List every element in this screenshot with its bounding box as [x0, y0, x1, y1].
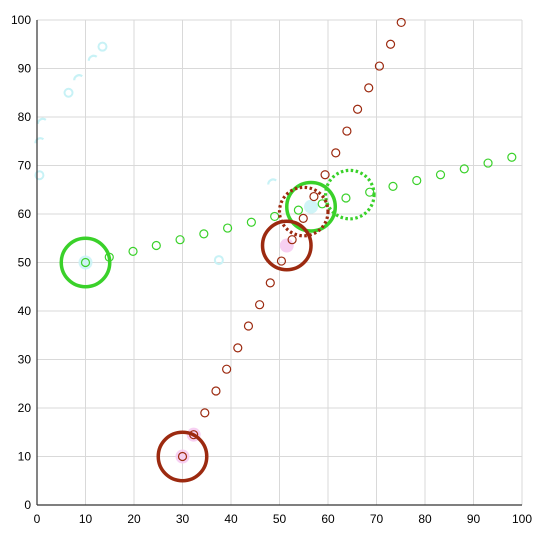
series-green — [80, 152, 517, 268]
faint-arc — [267, 178, 277, 185]
data-point-red — [177, 451, 188, 462]
data-point-green — [435, 170, 446, 180]
faint-arc — [34, 137, 45, 144]
data-point-green — [128, 246, 138, 256]
data-point-red — [342, 126, 352, 136]
data-point-red — [320, 170, 330, 180]
highlight-circle-green-solid — [59, 236, 112, 289]
x-tick-label: 50 — [273, 512, 287, 526]
y-tick-label: 50 — [18, 256, 32, 270]
data-point-green — [293, 205, 304, 215]
series-red — [177, 17, 406, 462]
faint-glow — [279, 238, 294, 253]
data-point-red — [200, 408, 210, 418]
data-point-green — [175, 235, 185, 245]
data-point-red — [364, 83, 374, 93]
data-point-green — [412, 175, 422, 186]
y-tick-label: 10 — [18, 450, 32, 464]
data-point-red — [276, 256, 287, 266]
data-point-red — [287, 235, 297, 245]
data-point-green — [388, 181, 398, 191]
data-point-green — [459, 164, 469, 174]
x-tick-label: 60 — [321, 512, 335, 526]
y-tick-label: 20 — [18, 401, 32, 415]
x-tick-label: 80 — [418, 512, 432, 526]
data-point-green — [341, 193, 351, 203]
x-tick-label: 10 — [79, 512, 93, 526]
x-tick-label: 70 — [370, 512, 384, 526]
data-point-green — [365, 187, 375, 197]
series-layer — [80, 17, 517, 462]
y-tick-label: 60 — [18, 207, 32, 221]
faint-glow — [78, 255, 93, 270]
highlight-circle-layer — [59, 168, 376, 483]
data-point-green — [223, 223, 233, 233]
data-point-red — [211, 386, 221, 396]
data-point-red — [298, 213, 308, 223]
faint-ring — [63, 87, 74, 98]
data-point-red — [265, 278, 275, 288]
data-point-red — [352, 104, 363, 114]
y-tick-label: 80 — [18, 110, 32, 124]
x-tick-labels: 0 10 20 30 40 50 60 70 80 90 100 — [34, 512, 533, 526]
y-tick-label: 0 — [24, 498, 31, 512]
data-point-green — [507, 152, 517, 162]
data-point-red — [385, 39, 396, 49]
x-tick-label: 100 — [512, 512, 532, 526]
faint-ring — [213, 255, 224, 266]
x-tick-label: 0 — [34, 512, 41, 526]
y-tick-labels: 0 10 20 30 40 50 60 70 80 90 100 — [11, 13, 31, 512]
highlight-circle-green-solid — [285, 180, 338, 233]
y-tick-label: 90 — [18, 62, 32, 76]
data-point-red — [243, 321, 254, 331]
y-tick-label: 30 — [18, 353, 32, 367]
faint-glow — [304, 199, 319, 214]
faint-ring — [34, 170, 45, 181]
faint-glow — [175, 449, 190, 464]
data-point-red — [374, 61, 385, 71]
highlight-circle-red-solid — [156, 430, 209, 483]
data-point-red — [233, 343, 243, 353]
y-tick-label: 40 — [18, 304, 32, 318]
data-point-red — [331, 148, 341, 158]
data-point-red — [255, 300, 265, 310]
faint-arc — [73, 74, 83, 81]
data-point-green — [80, 257, 91, 268]
highlight-circle-red-solid — [260, 219, 313, 272]
highlight-circle-red-dotted — [277, 185, 330, 238]
data-point-green — [246, 217, 256, 227]
faint-ring — [97, 41, 108, 52]
data-point-red — [309, 191, 319, 202]
y-tick-label: 70 — [18, 159, 32, 173]
data-point-red — [222, 364, 232, 374]
x-tick-label: 40 — [224, 512, 238, 526]
x-tick-label: 20 — [127, 512, 141, 526]
faint-arc — [36, 117, 47, 125]
x-tick-label: 30 — [176, 512, 190, 526]
axis-layer — [36, 20, 522, 506]
data-point-green — [151, 240, 161, 251]
highlight-circle-green-dotted — [323, 168, 376, 221]
faint-highlight-layer — [34, 41, 319, 464]
data-point-green — [483, 158, 493, 168]
data-point-green — [199, 229, 209, 239]
faint-arc — [87, 54, 98, 61]
data-point-red — [396, 17, 406, 28]
x-tick-label: 90 — [467, 512, 481, 526]
y-tick-label: 100 — [11, 13, 31, 27]
